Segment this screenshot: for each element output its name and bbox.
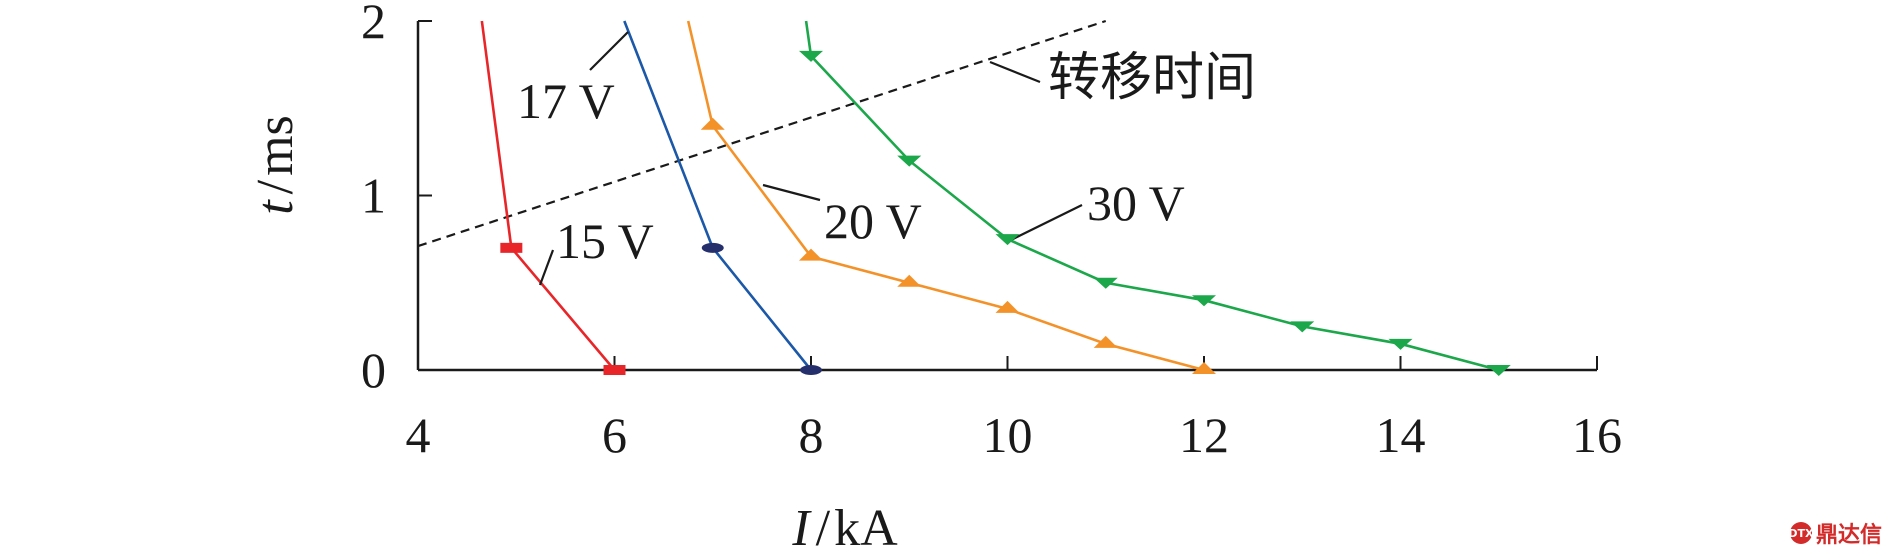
watermark-text: 鼎达信 [1815, 523, 1882, 548]
label-leaders [538, 31, 1083, 286]
x-axis-unit: kA [834, 500, 898, 555]
marker-17v [800, 365, 822, 375]
x-tick-label: 8 [799, 407, 824, 463]
y-axis-var: t [247, 199, 304, 215]
marker-20v [897, 274, 922, 287]
label-15v: 15 V [556, 213, 654, 269]
marker-20v [1192, 362, 1216, 374]
y-tick-labels: 0 1 2 [361, 0, 386, 398]
series-line-17v [623, 20, 813, 371]
x-tick-labels: 4 6 8 10 12 14 16 [406, 407, 1623, 463]
y-tick-label: 1 [361, 168, 386, 224]
label-20v: 20 V [824, 193, 922, 249]
marker-30v [897, 155, 922, 167]
label-30v: 30 V [1087, 175, 1185, 231]
series-lines [480, 20, 1500, 372]
marker-17v [701, 242, 724, 253]
leader-transfer-time [989, 60, 1041, 84]
x-axis-var: I [791, 500, 812, 555]
marker-30v [1486, 365, 1511, 376]
marker-20v [799, 248, 823, 261]
label-transfer-time: 转移时间 [1048, 48, 1256, 108]
leader-30v [1010, 204, 1083, 241]
x-tick-label: 4 [406, 407, 431, 463]
leader-17v [589, 31, 629, 71]
marker-20v [700, 117, 725, 130]
marker-30v [1290, 321, 1315, 333]
marker-30v [1093, 277, 1118, 289]
x-tick-label: 6 [602, 407, 627, 463]
reference-line-group [417, 19, 1107, 248]
series-markers [500, 50, 1511, 376]
x-tick-label: 14 [1376, 407, 1426, 463]
y-tick-label: 2 [361, 0, 386, 49]
marker-20v [995, 300, 1020, 313]
watermark: DTX 鼎达信 [1788, 517, 1882, 549]
marker-30v [1192, 295, 1216, 307]
marker-30v [995, 234, 1020, 246]
marker-30v [1388, 338, 1413, 350]
leader-15v [538, 249, 555, 286]
label-17v: 17 V [517, 73, 615, 129]
x-tick-label: 12 [1179, 407, 1229, 463]
leader-20v [762, 183, 821, 202]
watermark-logo-icon: DTX [1788, 522, 1814, 544]
y-axis-unit: ms [247, 115, 304, 176]
marker-20v [1093, 335, 1118, 348]
x-tick-label: 10 [983, 407, 1033, 463]
x-tick-label: 16 [1572, 407, 1622, 463]
x-axis-title: I/kA [791, 500, 898, 555]
reference-line-transfer-time [417, 19, 1107, 248]
marker-15v [603, 365, 626, 375]
y-axis-title: t/ms [247, 115, 304, 215]
marker-30v [799, 50, 823, 62]
marker-15v [500, 242, 523, 253]
y-tick-label: 0 [361, 342, 386, 398]
